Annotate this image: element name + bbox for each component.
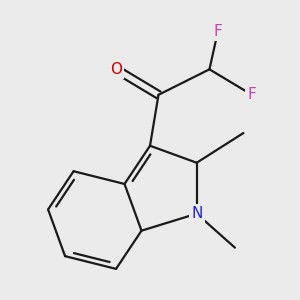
Text: F: F bbox=[248, 87, 256, 102]
Text: O: O bbox=[110, 62, 122, 77]
Text: F: F bbox=[214, 24, 222, 39]
Text: N: N bbox=[191, 206, 202, 221]
